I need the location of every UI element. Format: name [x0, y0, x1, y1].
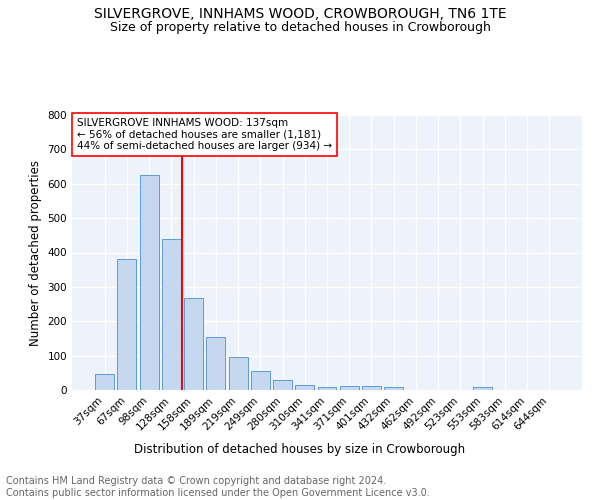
Bar — [317, 386, 337, 390]
Bar — [295, 384, 314, 390]
Bar — [362, 386, 381, 390]
Bar — [251, 372, 270, 390]
Bar — [206, 338, 225, 390]
Bar — [95, 374, 114, 390]
Bar — [384, 387, 403, 390]
Bar — [162, 240, 181, 390]
Text: SILVERGROVE INNHAMS WOOD: 137sqm
← 56% of detached houses are smaller (1,181)
44: SILVERGROVE INNHAMS WOOD: 137sqm ← 56% o… — [77, 118, 332, 151]
Y-axis label: Number of detached properties: Number of detached properties — [29, 160, 42, 346]
Bar — [473, 387, 492, 390]
Bar — [273, 380, 292, 390]
Text: Distribution of detached houses by size in Crowborough: Distribution of detached houses by size … — [134, 442, 466, 456]
Text: Size of property relative to detached houses in Crowborough: Size of property relative to detached ho… — [110, 21, 490, 34]
Bar — [140, 175, 158, 390]
Bar — [229, 358, 248, 390]
Bar — [184, 298, 203, 390]
Bar — [118, 258, 136, 390]
Text: SILVERGROVE, INNHAMS WOOD, CROWBOROUGH, TN6 1TE: SILVERGROVE, INNHAMS WOOD, CROWBOROUGH, … — [94, 8, 506, 22]
Text: Contains HM Land Registry data © Crown copyright and database right 2024.
Contai: Contains HM Land Registry data © Crown c… — [6, 476, 430, 498]
Bar — [340, 386, 359, 390]
